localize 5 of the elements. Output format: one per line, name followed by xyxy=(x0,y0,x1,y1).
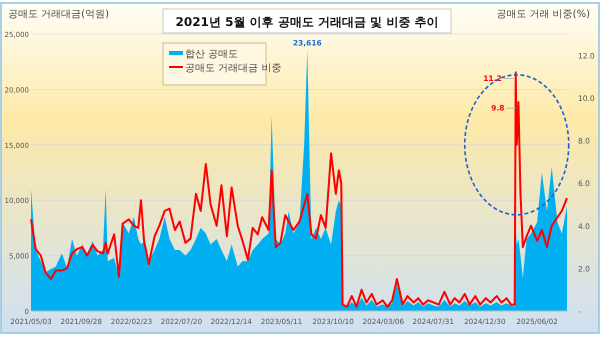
y-axis-title: 공매도 거래대금(억원) xyxy=(8,9,110,20)
legend-label: 합산 공매도 xyxy=(185,49,238,60)
legend-label: 공매도 거래대금 비중 xyxy=(185,63,282,74)
chart-title: 2021년 5월 이후 공매도 거래대금 및 비중 추이 xyxy=(176,15,438,29)
y2-axis-title: 공매도 거래 비중(%) xyxy=(496,9,590,20)
